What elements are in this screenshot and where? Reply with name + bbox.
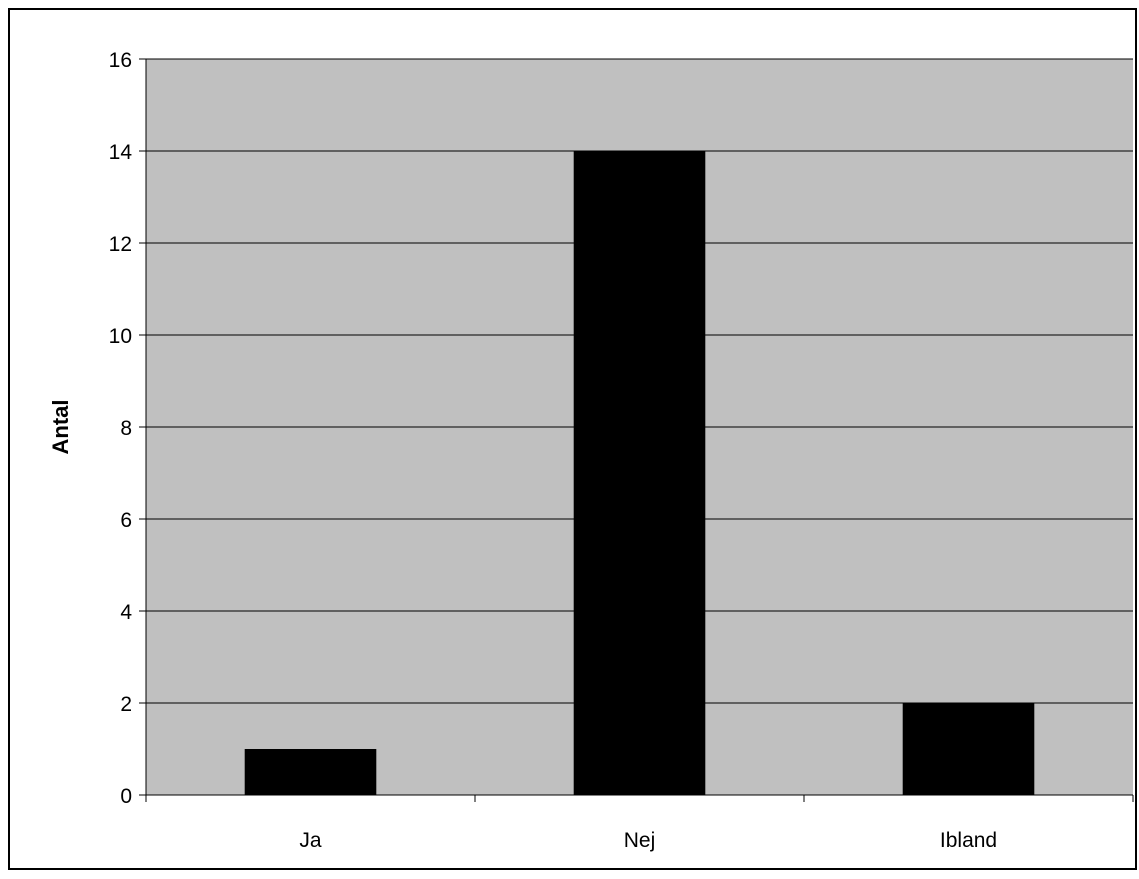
bar-ja bbox=[244, 749, 377, 795]
x-tick-label: Ja bbox=[299, 829, 322, 852]
x-tick-label: Nej bbox=[624, 829, 656, 852]
bar-nej bbox=[573, 151, 706, 795]
y-tick-label: 2 bbox=[120, 693, 132, 716]
tick-labels: 0 2 4 6 8 10 12 14 16 Ja Nej Ibland bbox=[109, 49, 997, 852]
y-tick-label: 4 bbox=[120, 601, 132, 624]
y-tick-label: 6 bbox=[120, 509, 132, 532]
y-axis-title: Antal bbox=[48, 400, 73, 455]
y-tick-label: 16 bbox=[109, 49, 132, 72]
bar-ibland bbox=[902, 703, 1035, 795]
x-tick-label: Ibland bbox=[940, 829, 997, 852]
y-tick-label: 0 bbox=[120, 785, 132, 808]
y-tick-label: 10 bbox=[109, 325, 132, 348]
y-tick-label: 14 bbox=[109, 141, 133, 164]
y-tick-label: 8 bbox=[120, 417, 132, 440]
bars bbox=[244, 151, 1035, 795]
axes bbox=[139, 58, 1134, 802]
y-tick-label: 12 bbox=[109, 233, 132, 256]
